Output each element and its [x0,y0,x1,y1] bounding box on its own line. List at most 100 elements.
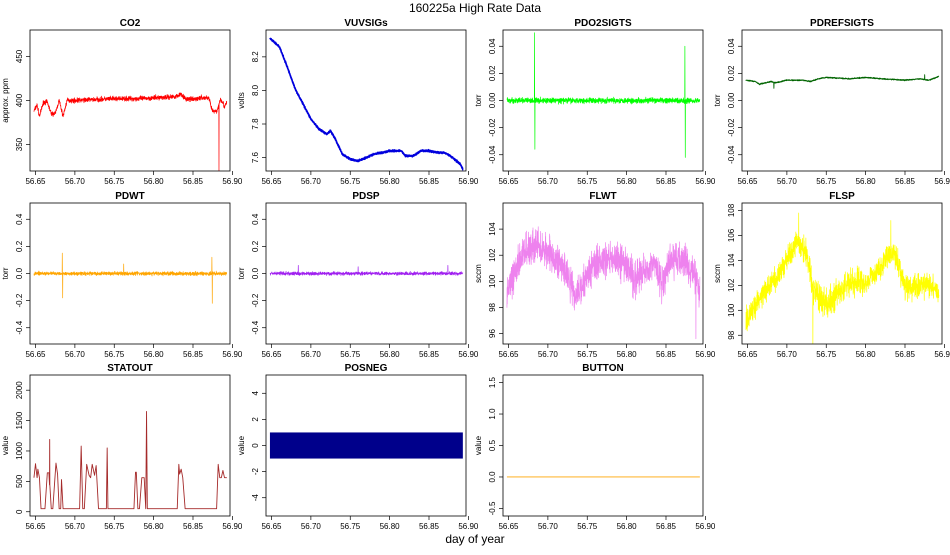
y-tick-label-flwt: 100 [488,274,497,288]
plot-area-pdo2sigts [506,32,701,158]
main-title: 160225a High Rate Data [409,1,541,15]
x-tick-label-co2: 56.65 [25,177,46,186]
panel-title-pdwt: PDWT [115,191,144,202]
series-line-pdo2sigts [506,32,701,158]
x-tick-label-pdrefsigts: 56.70 [777,177,798,186]
x-tick-label-pdwt: 56.70 [65,350,86,359]
y-tick-label-button: 1.0 [488,408,497,420]
x-tick-label-flsp: 56.70 [777,350,798,359]
y-tick-label-flsp: 100 [727,303,736,317]
plot-frame-flwt [502,202,704,345]
y-tick-label-co2: 450 [15,49,24,63]
plot-area-posneg [269,432,463,459]
x-tick-label-flsp: 56.80 [856,350,877,359]
y-tick-label-statout: 0 [15,509,24,514]
x-tick-label-flwt: 56.65 [498,350,519,359]
x-tick-label-flwt: 56.80 [617,350,638,359]
panel-pdrefsigts: PDREFSIGTS torr 56.65 56.70 56.75 56.80 56.85 5… [713,18,950,186]
y-tick-label-co2: 400 [15,93,24,107]
x-tick-label-flsp: 56.65 [737,350,758,359]
y-tick-label-flwt: 96 [488,329,497,338]
y-tick-label-pdrefsigts: 0.02 [727,65,736,81]
panel-title-button: BUTTON [582,363,623,374]
y-tick-label-pdsp: 0.2 [251,240,260,252]
x-tick-label-statout: 56.70 [65,522,86,531]
x-tick-label-pdsp: 56.85 [419,350,440,359]
x-tick-label-pdo2sigts: 56.75 [577,177,598,186]
y-tick-label-statout: 1000 [15,442,24,460]
x-tick-label-co2: 56.70 [65,177,86,186]
panel-title-vuvsigs: VUVSIGs [344,18,388,29]
x-tick-label-posneg: 56.80 [380,522,401,531]
x-tick-label-pdo2sigts: 56.70 [538,177,559,186]
y-tick-label-pdsp: 0.0 [251,267,260,279]
x-tick-label-pdrefsigts: 56.85 [895,177,916,186]
y-axis-label-posneg: value [237,435,246,455]
y-tick-label-flwt: 98 [488,302,497,311]
plot-frame-button [502,374,704,517]
x-tick-label-pdwt: 56.85 [183,350,204,359]
y-tick-label-posneg: 0 [251,443,260,448]
panel-flwt: FLWT sccm 56.65 56.70 56.75 56.80 56.85 56.90 96… [474,191,716,359]
y-axis-label-button: value [474,435,483,455]
plot-area-co2 [33,92,228,171]
x-tick-label-flsp: 56.90 [934,350,950,359]
x-tick-label-vuvsigs: 56.75 [340,177,361,186]
y-tick-label-posneg: -4 [251,494,260,502]
x-tick-label-co2: 56.80 [144,177,165,186]
x-tick-label-pdo2sigts: 56.85 [656,177,677,186]
panel-title-co2: CO2 [120,18,141,29]
y-tick-label-statout: 2000 [15,381,24,399]
panel-flsp: FLSP sccm 56.65 56.70 56.75 56.80 56.85 56.90 98… [713,191,950,359]
series-line-statout [33,411,227,510]
plot-frame-statout [29,374,231,517]
plot-frame-pdrefsigts [741,29,943,172]
band-posneg [269,432,463,459]
series-line-pdwt [33,252,228,304]
series-line-flsp [745,212,940,344]
y-axis-label-pdo2sigts: torr [474,94,483,106]
panel-pdwt: PDWT torr 56.65 56.70 56.75 56.80 56.85 56.90 -0… [1,191,243,359]
y-axis-label-vuvsigs: volts [237,92,246,108]
x-tick-label-flsp: 56.85 [895,350,916,359]
y-tick-label-pdwt: 0.2 [15,240,24,252]
y-tick-label-pdo2sigts: 0.04 [488,38,497,54]
y-tick-label-pdo2sigts: -0.04 [488,145,497,164]
panel-title-pdrefsigts: PDREFSIGTS [810,18,874,29]
x-tick-label-statout: 56.80 [144,522,165,531]
x-tick-label-pdsp: 56.90 [458,350,479,359]
y-tick-label-flwt: 102 [488,248,497,262]
y-tick-label-pdo2sigts: 0.02 [488,65,497,81]
x-tick-label-posneg: 56.75 [340,522,361,531]
y-tick-label-pdwt: 0.4 [15,213,24,225]
x-tick-label-pdsp: 56.80 [380,350,401,359]
y-axis-label-statout: value [1,435,10,455]
x-tick-label-co2: 56.75 [104,177,125,186]
y-tick-label-flsp: 98 [727,330,736,339]
plot-frame-vuvsigs [265,29,467,172]
y-tick-label-vuvsigs: 7.6 [251,151,260,163]
x-tick-label-pdsp: 56.65 [261,350,282,359]
panel-co2: CO2 approx. ppm 56.65 56.70 56.75 56.80 56.85 5… [1,18,243,186]
x-tick-label-co2: 56.90 [222,177,243,186]
plot-area-vuvsigs [269,37,464,171]
x-tick-label-button: 56.80 [617,522,638,531]
x-tick-label-button: 56.75 [577,522,598,531]
x-tick-label-flwt: 56.90 [695,350,716,359]
series-line-flwt [506,226,701,340]
panel-vuvsigs: VUVSIGs volts 56.65 56.70 56.75 56.80 56.85 56.… [237,18,479,186]
x-tick-label-pdrefsigts: 56.65 [737,177,758,186]
y-tick-label-posneg: 4 [251,391,260,396]
plot-area-flsp [745,212,940,344]
y-tick-label-flsp: 106 [727,228,736,242]
x-tick-label-posneg: 56.85 [419,522,440,531]
x-tick-label-pdwt: 56.90 [222,350,243,359]
x-axis-label: day of year [445,532,504,546]
y-axis-label-flwt: sccm [474,264,483,283]
y-tick-label-vuvsigs: 8.0 [251,84,260,96]
x-tick-label-pdwt: 56.75 [104,350,125,359]
y-tick-label-pdsp: -0.4 [251,320,260,334]
series-line-pdsp [269,265,464,276]
y-tick-label-flsp: 102 [727,278,736,292]
